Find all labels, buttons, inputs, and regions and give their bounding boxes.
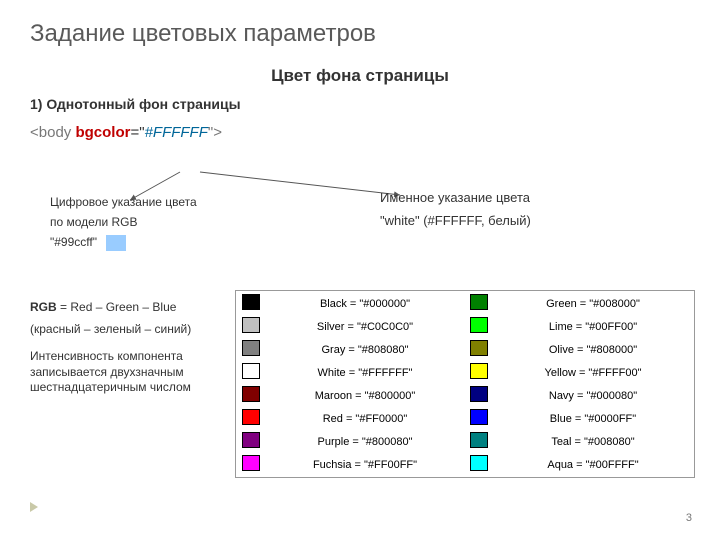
- color-swatch: [242, 386, 260, 402]
- left-sample-label: "#99ccff": [50, 235, 97, 249]
- color-swatch: [470, 317, 488, 333]
- section-heading: 1) Однотонный фон страницы: [30, 96, 690, 112]
- code-attr: bgcolor: [75, 124, 130, 141]
- table-row: Black = "#000000" Green = "#008000": [238, 293, 692, 314]
- color-label: Blue = "#0000FF": [494, 408, 692, 429]
- color-swatch: [470, 432, 488, 448]
- code-eq: =": [130, 124, 144, 141]
- table-row: Red = "#FF0000" Blue = "#0000FF": [238, 408, 692, 429]
- color-label: Yellow = "#FFFF00": [494, 362, 692, 383]
- color-label: Aqua = "#00FFFF": [494, 454, 692, 475]
- left-sample: "#99ccff": [50, 235, 250, 251]
- color-label: Silver = "#C0C0C0": [266, 316, 464, 337]
- right-line2: "white" (#FFFFFF, белый): [380, 213, 531, 228]
- color-swatch: [242, 294, 260, 310]
- color-swatch: [242, 409, 260, 425]
- color-swatch: [242, 363, 260, 379]
- color-swatch: [470, 455, 488, 471]
- color-label: Teal = "#008080": [494, 431, 692, 452]
- color-label: Gray = "#808080": [266, 339, 464, 360]
- color-label: Navy = "#000080": [494, 385, 692, 406]
- table-row: Purple = "#800080" Teal = "#008080": [238, 431, 692, 452]
- rgb-bold: RGB: [30, 300, 57, 314]
- color-label: Red = "#FF0000": [266, 408, 464, 429]
- color-label: White = "#FFFFFF": [266, 362, 464, 383]
- color-swatch: [242, 455, 260, 471]
- rgb-translation: (красный – зеленый – синий): [30, 322, 220, 338]
- color-swatch: [470, 409, 488, 425]
- table-row: Maroon = "#800000" Navy = "#000080": [238, 385, 692, 406]
- table-row: Silver = "#C0C0C0" Lime = "#00FF00": [238, 316, 692, 337]
- left-line1: Цифровое указание цвета: [50, 195, 250, 209]
- rgb-rest: = Red – Green – Blue: [57, 300, 177, 314]
- code-tag-close: ">: [208, 124, 222, 141]
- color-swatch: [242, 340, 260, 356]
- right-line1: Именное указание цвета: [380, 190, 531, 205]
- right-annotation: Именное указание цвета "white" (#FFFFFF,…: [380, 190, 531, 236]
- color-swatch: [242, 432, 260, 448]
- left-annotation: Цифровое указание цвета по модели RGB "#…: [50, 195, 250, 257]
- color-label: Purple = "#800080": [266, 431, 464, 452]
- color-swatch: [470, 363, 488, 379]
- code-example: <body bgcolor="#FFFFFF">: [30, 124, 690, 141]
- subtitle: Цвет фона страницы: [30, 66, 690, 86]
- table-row: Fuchsia = "#FF00FF" Aqua = "#00FFFF": [238, 454, 692, 475]
- left-line2: по модели RGB: [50, 215, 250, 229]
- color-label: Fuchsia = "#FF00FF": [266, 454, 464, 475]
- color-label: Lime = "#00FF00": [494, 316, 692, 337]
- color-table: Black = "#000000"Green = "#008000"Silver…: [235, 290, 695, 478]
- color-swatch: [470, 340, 488, 356]
- left-sample-swatch: [106, 235, 126, 251]
- color-label: Black = "#000000": [266, 293, 464, 314]
- color-swatch: [470, 386, 488, 402]
- color-label: Olive = "#808000": [494, 339, 692, 360]
- color-swatch: [470, 294, 488, 310]
- page-title: Задание цветовых параметров: [30, 20, 690, 48]
- code-value: #FFFFFF: [145, 124, 208, 141]
- color-swatch: [242, 317, 260, 333]
- page-number: 3: [686, 512, 692, 524]
- color-label: Maroon = "#800000": [266, 385, 464, 406]
- table-row: Gray = "#808080" Olive = "#808000": [238, 339, 692, 360]
- rgb-note: RGB = Red – Green – Blue (красный – зеле…: [30, 300, 220, 402]
- color-label: Green = "#008000": [494, 293, 692, 314]
- rgb-intensity: Интенсивность компонента записывается дв…: [30, 349, 220, 396]
- slide-marker-icon: [30, 502, 38, 512]
- table-row: White = "#FFFFFF" Yellow = "#FFFF00": [238, 362, 692, 383]
- code-tag-open: <body: [30, 124, 71, 141]
